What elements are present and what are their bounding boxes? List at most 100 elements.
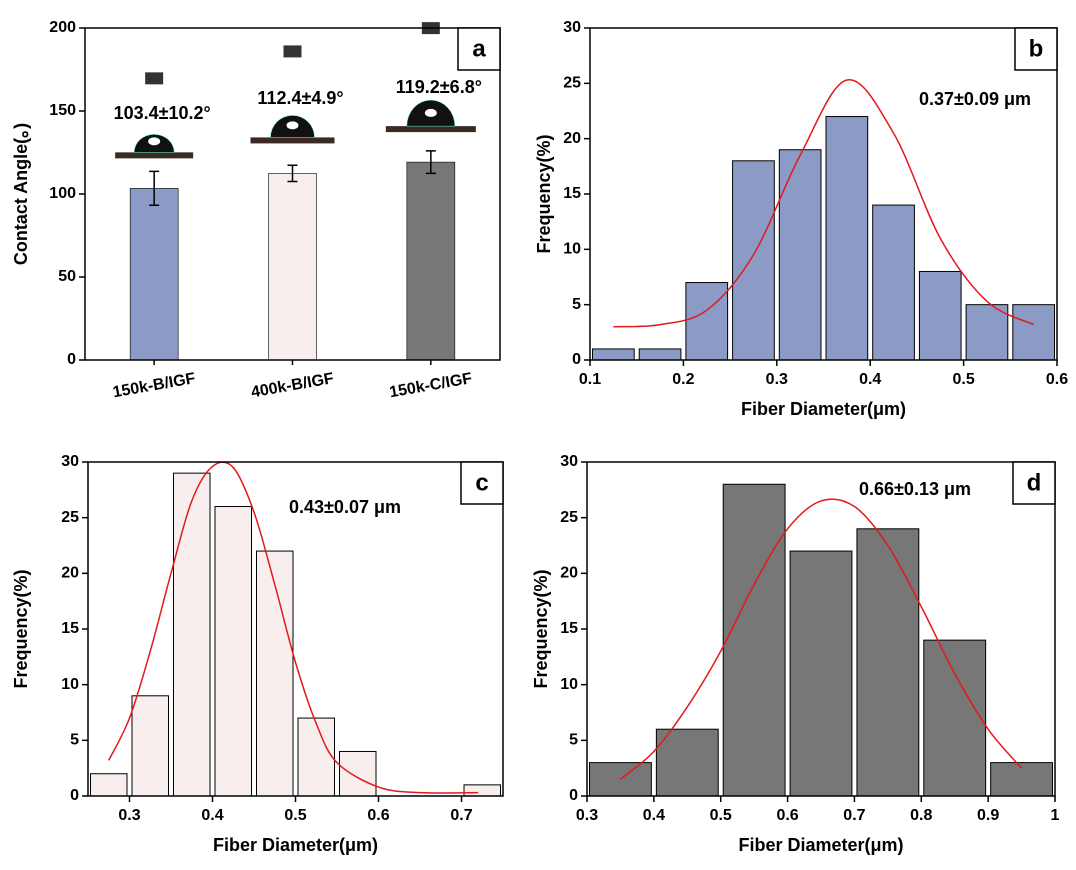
- y-tick-label: 15: [61, 620, 79, 637]
- y-tick-label: 0: [67, 351, 76, 368]
- y-tick-label: 150: [49, 102, 76, 119]
- x-tick-label: 0.6: [776, 807, 798, 824]
- y-tick-label: 200: [49, 19, 76, 36]
- panel-label: b: [1029, 35, 1044, 62]
- histogram-bar: [778, 149, 822, 361]
- histogram-bar: [1012, 304, 1055, 361]
- bar: [268, 173, 317, 361]
- histogram-bar: [592, 348, 635, 361]
- panel-label-box: [457, 27, 501, 71]
- x-tick-label: 0.8: [910, 807, 932, 824]
- substrate: [115, 152, 194, 159]
- annotation: 0.43±0.07 μm: [289, 497, 401, 517]
- x-tick-label: 0.7: [450, 807, 472, 824]
- fit-curve: [619, 498, 1023, 780]
- value-label: 119.2±6.8°: [396, 77, 482, 97]
- substrate: [250, 137, 335, 144]
- x-tick-label: 0.4: [643, 807, 665, 824]
- panel-label: c: [475, 469, 488, 496]
- histogram-bar: [856, 528, 920, 797]
- panel-label: a: [472, 35, 486, 62]
- histogram-bar: [722, 483, 786, 797]
- histogram-bar: [923, 639, 987, 797]
- value-label: 103.4±10.2°: [114, 103, 211, 123]
- error-bar: [149, 170, 160, 207]
- annotation: 0.37±0.09 μm: [919, 89, 1031, 109]
- histogram-bar: [297, 717, 335, 797]
- x-tick-label: 150k-B/IGF: [111, 370, 196, 401]
- plot-frame: [589, 27, 1058, 361]
- y-tick-label: 5: [572, 296, 581, 313]
- histogram-bar: [131, 695, 169, 797]
- needle: [145, 72, 164, 85]
- bar: [129, 188, 179, 361]
- fit-curve: [613, 79, 1034, 328]
- histogram-bar: [214, 506, 252, 797]
- panel-label: d: [1027, 469, 1042, 496]
- x-axis-label: Fiber Diameter(μm): [741, 399, 906, 419]
- histogram-bar: [965, 304, 1009, 361]
- x-tick-label: 1: [1051, 807, 1060, 824]
- y-tick-label: 0: [569, 787, 578, 804]
- x-tick-label: 0.6: [367, 807, 389, 824]
- x-tick-label: 150k-C/IGF: [388, 370, 473, 401]
- y-tick-label: 25: [560, 509, 578, 526]
- x-tick-label: 0.4: [859, 371, 881, 388]
- y-axis-label: Contact Angle(。): [11, 123, 31, 265]
- histogram-bar: [655, 728, 719, 797]
- y-tick-label: 30: [563, 19, 581, 36]
- annotation: 0.66±0.13 μm: [859, 479, 971, 499]
- droplet-highlight: [286, 121, 299, 130]
- x-tick-label: 0.6: [1046, 371, 1068, 388]
- x-tick-label: 400k-B/IGF: [250, 370, 335, 401]
- droplet-highlight: [148, 137, 161, 146]
- x-tick-label: 0.3: [766, 371, 788, 388]
- fit-curve: [108, 461, 479, 794]
- histogram-bar: [638, 348, 682, 361]
- y-tick-label: 100: [49, 185, 76, 202]
- y-tick-label: 20: [563, 130, 581, 147]
- y-axis-label: Frequency(%): [531, 569, 551, 688]
- panel-label-box: [1012, 461, 1056, 505]
- histogram-bar: [90, 773, 128, 797]
- y-tick-label: 15: [563, 185, 581, 202]
- value-label: 112.4±4.9°: [257, 88, 343, 108]
- histogram-bar: [256, 550, 294, 797]
- x-tick-label: 0.5: [952, 371, 974, 388]
- x-tick-label: 0.5: [284, 807, 306, 824]
- y-tick-label: 10: [563, 241, 581, 258]
- y-tick-label: 5: [569, 732, 578, 749]
- panel-label-box: [460, 461, 504, 505]
- histogram-bar: [339, 750, 377, 797]
- y-tick-label: 10: [560, 676, 578, 693]
- droplet-highlight: [424, 108, 437, 117]
- histogram-bar: [732, 160, 775, 361]
- error-bar: [425, 150, 436, 175]
- plot-frame: [586, 461, 1056, 797]
- needle: [283, 45, 302, 58]
- y-tick-label: 0: [572, 351, 581, 368]
- x-tick-label: 0.3: [118, 807, 140, 824]
- y-tick-label: 10: [61, 676, 79, 693]
- y-tick-label: 0: [70, 787, 79, 804]
- y-axis-label: Frequency(%): [11, 569, 31, 688]
- x-tick-label: 0.5: [710, 807, 732, 824]
- panel-label-box: [1014, 27, 1058, 71]
- x-axis-label: Fiber Diameter(μm): [738, 835, 903, 855]
- y-tick-label: 50: [58, 268, 76, 285]
- histogram-bar: [685, 282, 729, 361]
- y-tick-label: 20: [560, 565, 578, 582]
- x-tick-label: 0.2: [672, 371, 694, 388]
- y-tick-label: 30: [61, 453, 79, 470]
- x-tick-label: 0.3: [576, 807, 598, 824]
- histogram-bar: [872, 204, 915, 361]
- x-tick-label: 0.7: [843, 807, 865, 824]
- y-tick-label: 25: [563, 75, 581, 92]
- histogram-bar: [825, 116, 869, 361]
- y-tick-label: 20: [61, 565, 79, 582]
- error-bar: [287, 164, 298, 183]
- substrate: [385, 126, 476, 133]
- histogram-bar: [789, 550, 853, 797]
- bar: [406, 161, 456, 361]
